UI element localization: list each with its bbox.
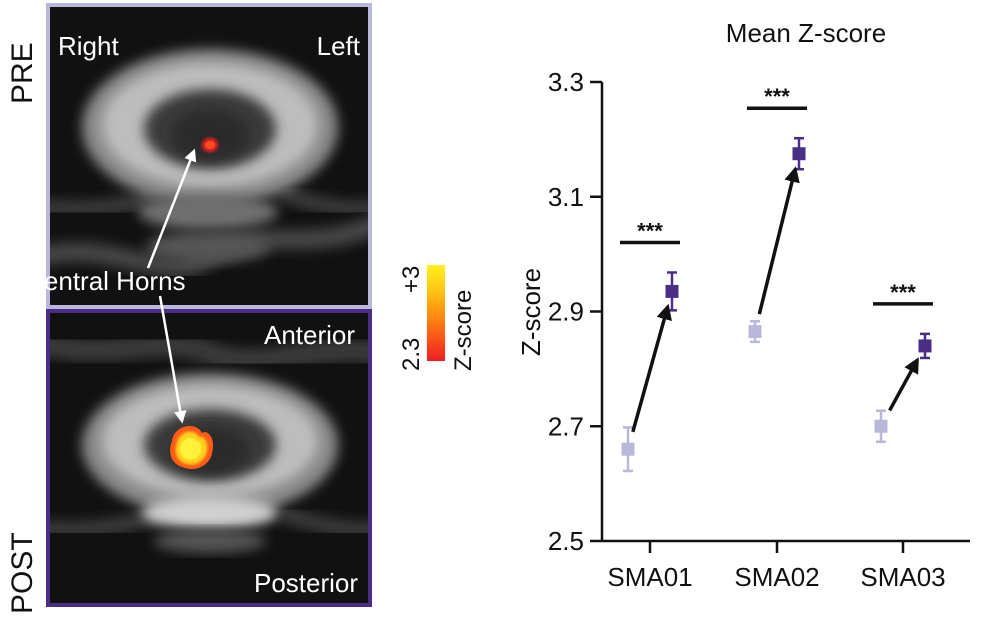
pre-point-sma02: [748, 325, 762, 339]
pre-mri-image: Right Left: [46, 3, 372, 309]
post-row-label: POST: [6, 532, 39, 614]
colorbar-title: Z-score: [450, 289, 477, 371]
significance-label-sma03: ***: [890, 280, 916, 305]
post-mri-image: [46, 309, 372, 607]
mri-panel: PRE POST Right Left: [0, 0, 400, 634]
y-tick-label: 2.5: [548, 526, 584, 556]
right-orientation-label: Right: [58, 31, 119, 61]
anterior-orientation-label: Anterior: [264, 320, 356, 350]
pre-point-sma03: [874, 419, 888, 433]
y-axis-label: Z-score: [516, 268, 546, 356]
post-point-sma02: [792, 147, 806, 161]
zscore-colorbar: [427, 265, 445, 361]
data-marks: *** *** ***: [620, 84, 933, 473]
x-ticks: SMA01 SMA02 SMA03: [607, 541, 946, 592]
y-tick-label: 2.9: [548, 297, 584, 327]
chart-title: Mean Z-score: [726, 18, 886, 48]
significance-label-sma01: ***: [637, 218, 663, 243]
change-arrow-sma01: [631, 303, 672, 433]
ventral-horns-label: Ventral Horns: [28, 266, 186, 296]
left-orientation-label: Left: [316, 31, 360, 61]
change-arrow-sma03: [888, 357, 919, 412]
x-tick-label-sma02: SMA02: [734, 562, 819, 592]
y-tick-label: 3.3: [548, 67, 584, 97]
pre-row-label: PRE: [6, 42, 39, 104]
posterior-orientation-label: Posterior: [254, 568, 359, 598]
change-arrow-sma02: [757, 166, 800, 315]
x-tick-label-sma01: SMA01: [607, 562, 692, 592]
pre-point-sma01: [621, 442, 635, 456]
x-tick-label-sma03: SMA03: [860, 562, 945, 592]
post-point-sma01: [665, 284, 679, 298]
y-ticks: 2.5 2.7 2.9 3.1 3.3: [548, 67, 602, 556]
colorbar-min-label: 2.3: [398, 337, 425, 371]
significance-label-sma02: ***: [764, 84, 790, 109]
y-tick-label: 2.7: [548, 411, 584, 441]
post-point-sma03: [918, 339, 932, 353]
y-tick-label: 3.1: [548, 182, 584, 212]
mean-zscore-chart: Mean Z-score Z-score 2.5 2.7 2.9 3.1 3.3 SMA…: [516, 18, 970, 592]
colorbar-max-label: +3: [398, 265, 425, 293]
post-spinal-cord-slice: [50, 313, 368, 603]
